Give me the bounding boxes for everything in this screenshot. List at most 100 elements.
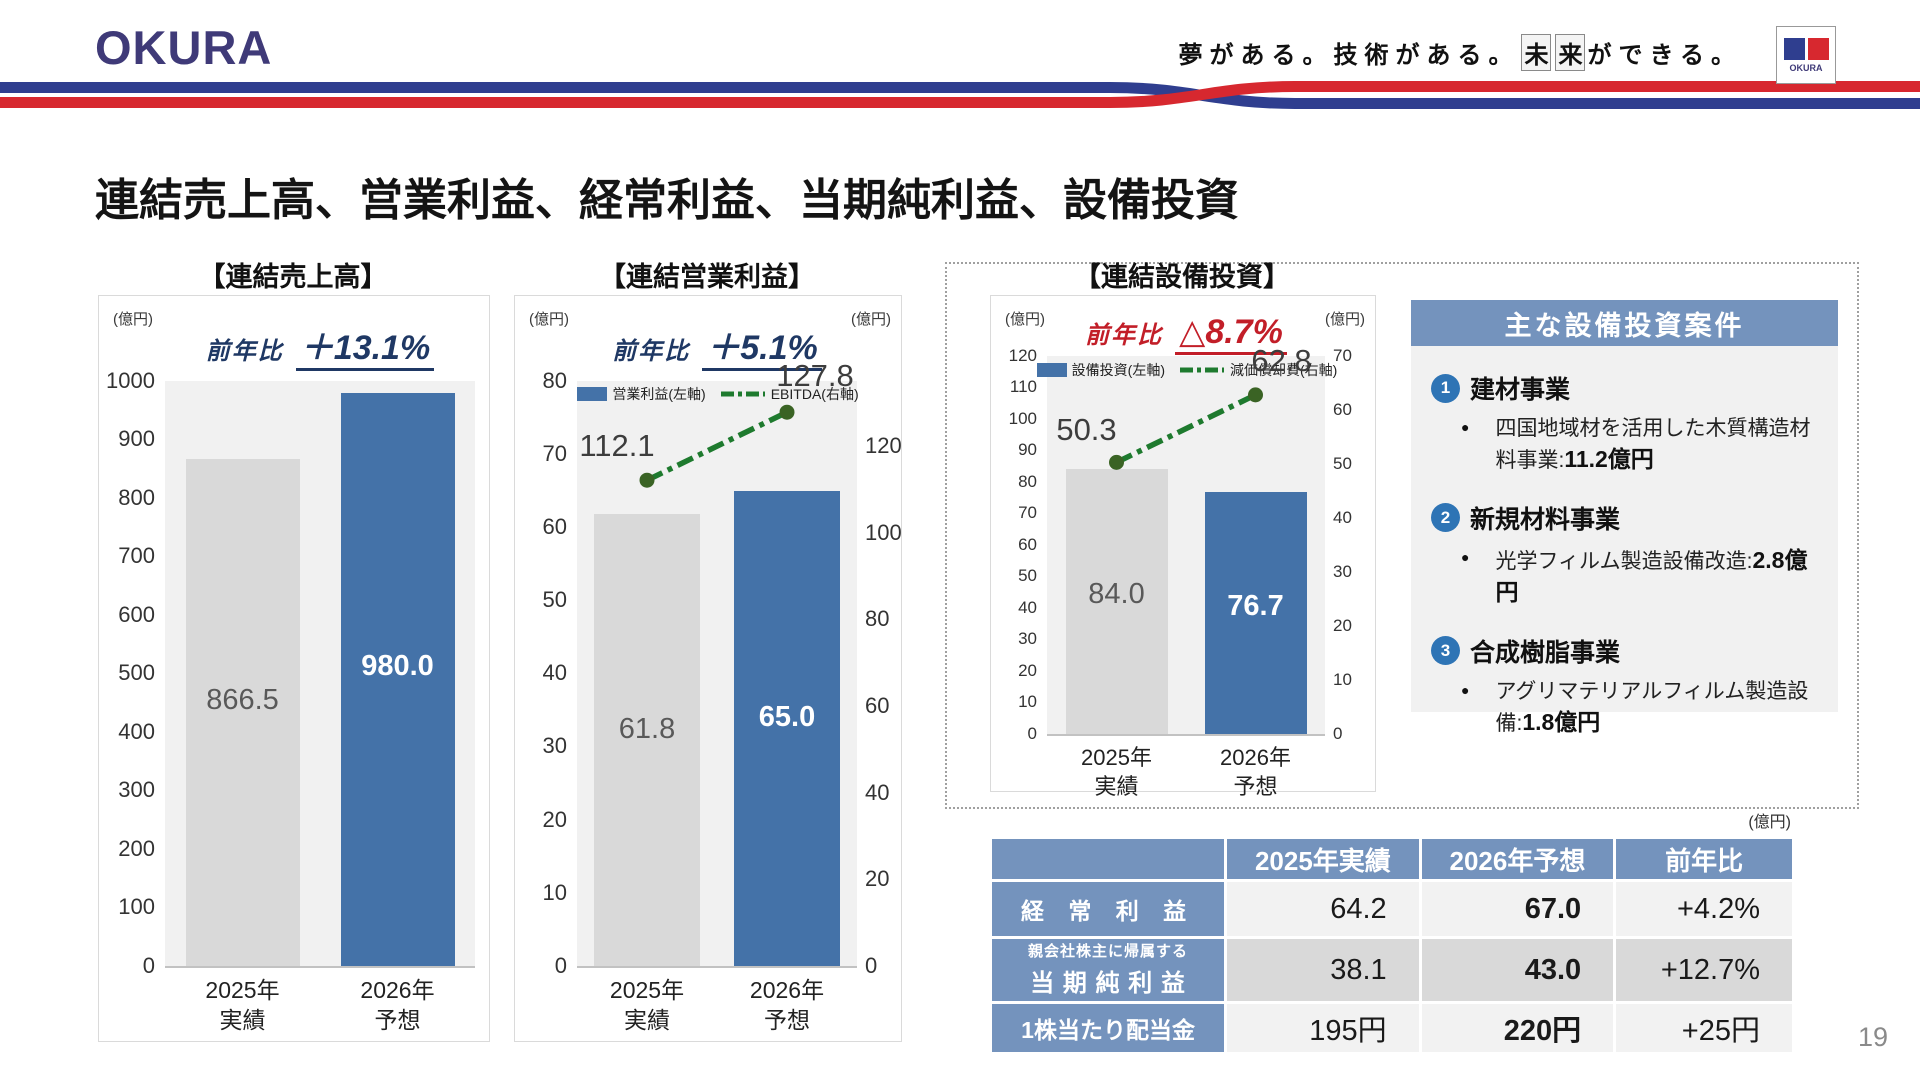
x-axis-label-line: 2026年 xyxy=(749,977,825,1003)
page-number: 19 xyxy=(1858,1022,1889,1052)
chart-panel-capex: (億円) (億円) 前年比 △8.7% 0 10 20 30 40 50 60 70 80 90 100 11… xyxy=(990,295,1376,799)
y-axis-tick-left: 10 xyxy=(1018,692,1037,712)
y-axis-tick-left: 0 xyxy=(142,952,155,978)
table-value: 67.0 xyxy=(1421,882,1614,936)
okura-badge: OKURA xyxy=(1776,26,1836,84)
investment-item-detail: ● アグリマテリアルフィルム製造設備:1.8億円 xyxy=(1461,677,1824,739)
chart-title-sales: 【連結売上高】 xyxy=(198,262,388,292)
bar-forecast xyxy=(1204,492,1307,734)
line-series xyxy=(639,404,795,488)
investment-item-header: 3 合成樹脂事業 xyxy=(1431,633,1824,669)
x-axis-label: 2025年 実績 xyxy=(1047,744,1187,801)
legend-line-swatch xyxy=(720,391,765,397)
number-circle-icon: 2 xyxy=(1431,503,1460,533)
legend-item: EBITDA(右軸) xyxy=(720,384,859,404)
row-mainlabel: 経 常 利 益 xyxy=(1020,898,1196,924)
x-axis-label-line: 実績 xyxy=(219,1006,266,1033)
legend-label: 設備投資(左軸) xyxy=(1071,362,1165,378)
y-axis-tick-right: 0 xyxy=(1333,723,1343,743)
y-axis-tick-right: 20 xyxy=(865,866,890,892)
page-title: 連結売上高、営業利益、経常利益、当期純利益、設備投資 xyxy=(95,176,1239,225)
bar-actual xyxy=(185,459,300,966)
y-axis-tick-right: 50 xyxy=(1333,453,1352,473)
axis-unit-left: (億円) xyxy=(1005,311,1045,328)
y-axis-tick-left: 120 xyxy=(1008,345,1037,365)
yoy-label: 前年比 xyxy=(205,338,284,365)
boxed-char: 来 xyxy=(1555,34,1586,71)
y-axis-tick-left: 50 xyxy=(1018,566,1037,586)
chart-panel-op: (億円) (億円) 前年比 ＋5.1% 0 10 20 30 40 50 60 70 80 120 100 8… xyxy=(514,295,902,1042)
y-axis-tick-left: 40 xyxy=(542,660,567,686)
investment-panel: 主な設備投資案件 1 建材事業 ● 四国地域材を活用した木質構造材料事業:11.2億円… xyxy=(1411,300,1838,735)
x-axis-line xyxy=(165,966,475,968)
x-axis-line xyxy=(1047,734,1325,736)
y-axis-tick-right: 60 xyxy=(865,692,890,718)
y-axis-tick-left: 400 xyxy=(118,718,155,744)
x-axis-label-line: 実績 xyxy=(624,1006,670,1033)
bar-value-label: 866.5 xyxy=(206,684,279,717)
y-axis-tick-right: 40 xyxy=(1333,507,1352,527)
yoy-value: ＋13.1% xyxy=(295,329,435,371)
investment-item-name: 合成樹脂事業 xyxy=(1470,638,1621,667)
y-axis-tick-left: 40 xyxy=(1018,597,1037,617)
column-header xyxy=(992,839,1225,879)
y-axis-tick-left: 1000 xyxy=(106,367,155,393)
axis-unit-left: (億円) xyxy=(113,311,153,328)
financial-table: 2025年実績 2026年予想 前年比経 常 利 益 64.2 67.0 +4.2% 親会社… xyxy=(989,836,1795,1055)
y-axis-tick-left: 110 xyxy=(1009,377,1037,397)
investment-item-name: 新規材料事業 xyxy=(1470,505,1621,534)
x-axis-label-line: 予想 xyxy=(764,1006,810,1033)
x-axis-label-line: 2025年 xyxy=(1081,745,1152,770)
line-point xyxy=(639,472,655,488)
chart-title-op: 【連結営業利益】 xyxy=(599,262,815,292)
legend-item: 減価償却費(右軸) xyxy=(1179,360,1337,380)
y-axis-tick-left: 300 xyxy=(118,777,155,803)
legend-item: 営業利益(左軸) xyxy=(577,384,706,404)
y-axis-tick-left: 20 xyxy=(542,806,567,832)
investment-item-detail: ● 光学フィルム製造設備改造:2.8億円 xyxy=(1461,544,1824,609)
investment-item-name: 建材事業 xyxy=(1470,376,1571,404)
yoy-row: 前年比 ＋13.1% xyxy=(165,320,475,371)
y-axis-tick-left: 60 xyxy=(542,514,567,540)
investment-detail-text: アグリマテリアルフィルム製造設備:1.8億円 xyxy=(1495,679,1809,735)
table-value: 43.0 xyxy=(1421,939,1614,1001)
bar-actual xyxy=(594,514,700,966)
y-axis-tick-left: 100 xyxy=(118,894,155,920)
column-header: 2025年実績 xyxy=(1227,839,1419,879)
y-axis-tick-left: 90 xyxy=(1018,440,1037,460)
x-axis-label: 2025年 実績 xyxy=(577,976,717,1036)
axis-unit-right: (億円) xyxy=(1325,311,1365,328)
table-value: +25円 xyxy=(1616,1004,1792,1052)
legend-bar-swatch xyxy=(1036,363,1067,377)
row-mainlabel: 1株当たり配当金 xyxy=(1021,1017,1195,1043)
boxed-char: 未 xyxy=(1521,34,1552,71)
y-axis-tick-left: 50 xyxy=(542,587,567,613)
y-axis-tick-right: 120 xyxy=(865,432,902,458)
number-circle-icon: 3 xyxy=(1431,636,1460,666)
bar-value-label: 61.8 xyxy=(618,713,676,745)
y-axis-tick-right: 80 xyxy=(865,606,890,632)
table-value: 38.1 xyxy=(1227,939,1419,1001)
line-value-label: 127.8 xyxy=(776,358,854,394)
x-axis-line xyxy=(577,966,857,968)
line-value-label: 62.8 xyxy=(1251,342,1312,378)
row-label: 親会社株主に帰属する当 期 純 利 益 xyxy=(992,939,1225,1001)
company-logo: OKURA xyxy=(95,21,273,74)
bullet-icon: ● xyxy=(1461,548,1470,565)
bullet-icon: ● xyxy=(1461,681,1470,698)
y-axis-tick-left: 500 xyxy=(118,660,155,686)
y-axis-tick-left: 0 xyxy=(554,952,567,978)
y-axis-tick-left: 800 xyxy=(118,484,155,510)
table-value: 195円 xyxy=(1227,1004,1419,1052)
x-axis-label: 2026年予想 xyxy=(717,976,857,1036)
yoy-label: 前年比 xyxy=(1085,322,1164,349)
bar-forecast xyxy=(340,392,455,966)
y-axis-tick-right: 70 xyxy=(1333,345,1352,365)
bar-value-label: 76.7 xyxy=(1227,590,1284,623)
badge-red-square xyxy=(1807,37,1829,60)
y-axis-tick-left: 70 xyxy=(542,440,567,466)
y-axis-tick-left: 900 xyxy=(118,426,155,452)
y-axis-tick-left: 30 xyxy=(1018,629,1037,649)
chart-panel-sales: (億円) 前年比 ＋13.1% 0 100 200 300 400 500 600 700 800 90… xyxy=(98,295,490,1042)
